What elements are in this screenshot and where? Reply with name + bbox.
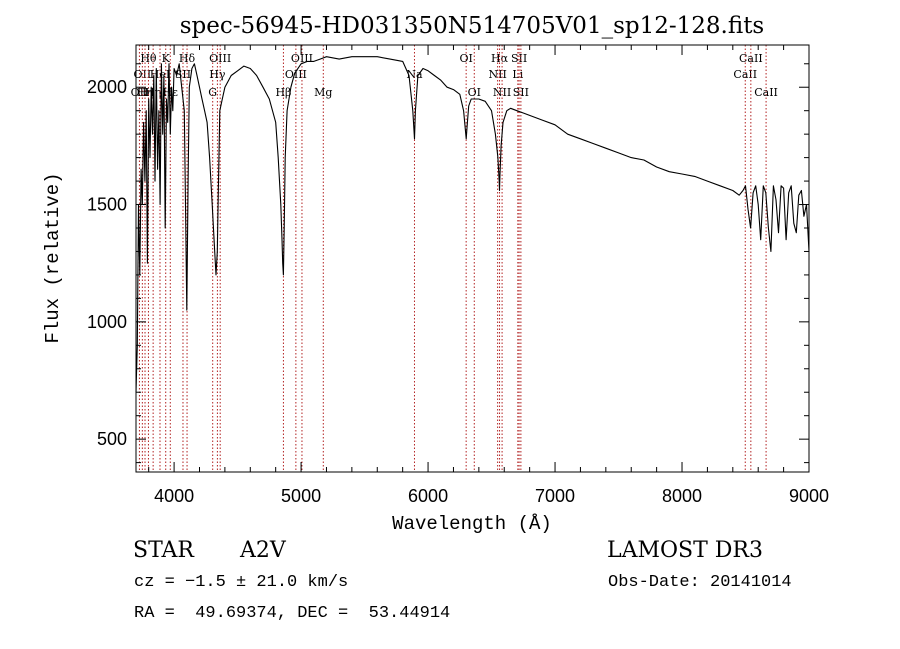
line-marker-label-oii: OII — [131, 86, 149, 99]
line-marker-label-hβ: Hβ — [275, 86, 291, 99]
line-marker-label-hei: HeI — [150, 68, 170, 81]
survey-name: LAMOST DR3 — [607, 538, 763, 563]
y-axis-label: Flux (relative) — [42, 172, 64, 343]
line-marker-label-caii: CaII — [733, 68, 757, 81]
line-marker-label-g: G — [208, 86, 217, 99]
object-class: STAR — [133, 538, 194, 563]
line-marker-label-sii: SII — [175, 68, 191, 81]
x-tick-label: 9000 — [789, 486, 829, 506]
line-marker-label-hε: Hε — [163, 86, 179, 99]
line-marker-label-oi: OI — [459, 52, 472, 65]
y-tick-label: 500 — [97, 429, 127, 449]
line-marker-label-mg: Mg — [314, 86, 332, 99]
line-marker-label-oiii: OIII — [209, 52, 231, 65]
line-marker-label-caii: CaII — [739, 52, 763, 65]
line-marker-label-nii: NII — [488, 68, 506, 81]
line-marker-label-hα: Hα — [491, 52, 509, 65]
x-tick-label: 7000 — [535, 486, 575, 506]
obs-date-text: Obs-Date: 20141014 — [608, 573, 792, 592]
x-tick-label: 5000 — [281, 486, 321, 506]
y-tick-label: 2000 — [87, 77, 127, 97]
spectrum-line — [135, 56, 810, 393]
line-marker-label-sii: SII — [511, 52, 527, 65]
spectral-subclass: A2V — [240, 538, 286, 563]
x-tick-label: 8000 — [662, 486, 702, 506]
line-marker-label-oii: OII — [133, 68, 151, 81]
axis-ticks: 4000 5000 6000 7000 8000 9000 500 1000 1500 2000 — [87, 45, 829, 506]
x-axis-label: Wavelength (Å) — [392, 513, 552, 535]
line-marker-label-oiii: OIII — [285, 68, 307, 81]
y-tick-label: 1500 — [87, 195, 127, 215]
line-marker-label-na: Na — [406, 68, 423, 81]
line-marker-label-k: K — [162, 52, 171, 65]
spectrum-series — [135, 56, 810, 393]
chart-title: spec-56945-HD031350N514705V01_sp12-128.f… — [180, 13, 765, 39]
coordinates-text: RA = 49.69374, DEC = 53.44914 — [134, 604, 451, 623]
line-marker-label-sii: SII — [513, 86, 529, 99]
y-tick-label: 1000 — [87, 312, 127, 332]
x-tick-label: 6000 — [408, 486, 448, 506]
x-tick-label: 4000 — [154, 486, 194, 506]
line-marker-label-caii: CaII — [754, 86, 778, 99]
line-marker-label-nii: NII — [493, 86, 511, 99]
line-marker-label-hγ: Hγ — [209, 68, 226, 81]
line-marker-label-hδ: Hδ — [179, 52, 196, 65]
redshift-text: cz = −1.5 ± 21.0 km/s — [134, 573, 349, 592]
line-marker-label-hθ: Hθ — [140, 52, 157, 65]
line-marker-label-oi: OI — [468, 86, 481, 99]
plot-frame — [135, 44, 810, 473]
line-marker-label-li: Li — [512, 68, 523, 81]
line-marker-label-hη: Hη — [137, 86, 153, 99]
emission-line-markers: OIIOIIHηHθHηHeIKHεHδSIIGHγOIIIHβOIIIOIII… — [131, 45, 778, 472]
